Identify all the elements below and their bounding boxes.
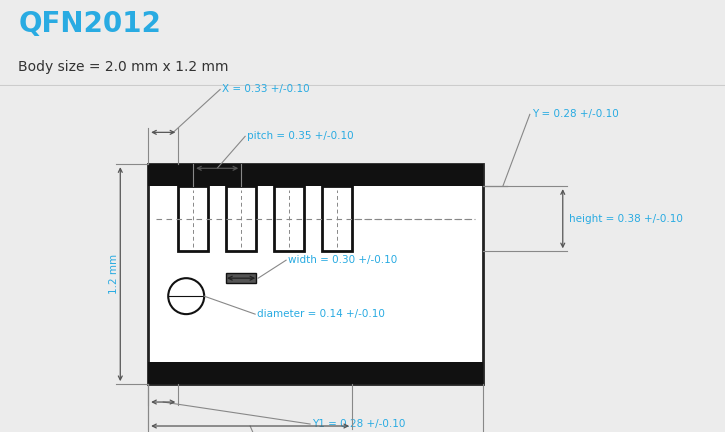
Text: Body size = 2.0 mm x 1.2 mm: Body size = 2.0 mm x 1.2 mm: [18, 60, 228, 74]
Bar: [322, 186, 352, 251]
Text: height = 0.38 +/-0.10: height = 0.38 +/-0.10: [568, 214, 683, 224]
Bar: [148, 362, 483, 384]
Bar: [226, 273, 256, 283]
Text: width = 0.30 +/-0.10: width = 0.30 +/-0.10: [288, 255, 397, 265]
Text: diameter = 0.14 +/-0.10: diameter = 0.14 +/-0.10: [257, 309, 385, 319]
Bar: [178, 186, 208, 251]
Bar: [148, 164, 483, 384]
Bar: [148, 164, 483, 186]
Text: Y = 0.28 +/-0.10: Y = 0.28 +/-0.10: [532, 109, 618, 119]
Text: pitch = 0.35 +/-0.10: pitch = 0.35 +/-0.10: [247, 131, 354, 141]
Text: Y1 = 0.28 +/-0.10: Y1 = 0.28 +/-0.10: [312, 419, 405, 429]
Text: X = 0.33 +/-0.10: X = 0.33 +/-0.10: [222, 84, 310, 95]
Bar: [274, 186, 304, 251]
Text: 1.2 mm: 1.2 mm: [109, 254, 120, 294]
Text: QFN2012: QFN2012: [18, 10, 161, 38]
Bar: [226, 186, 256, 251]
Circle shape: [168, 278, 204, 314]
